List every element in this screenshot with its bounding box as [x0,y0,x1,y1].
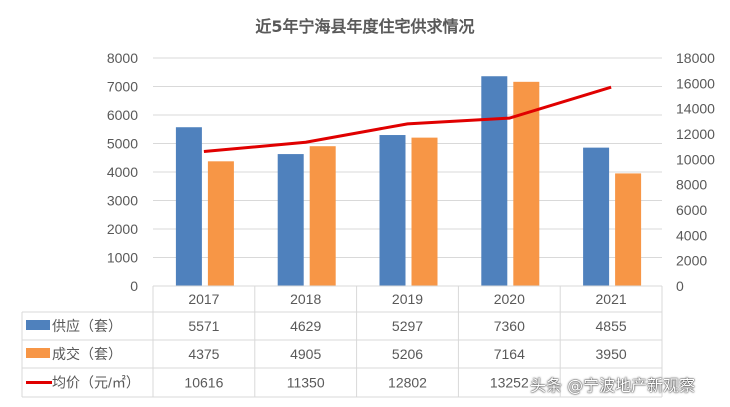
category-label: 2017 [188,291,219,307]
right-tick-label: 8000 [676,177,707,193]
bar-supply [481,76,508,287]
table-cell: 4855 [596,318,627,334]
bar-sales [411,137,438,286]
table-cell: 5297 [392,318,423,334]
left-tick-label: 0 [130,278,138,294]
right-tick-label: 2000 [676,253,707,269]
table-cell: 7360 [494,318,525,334]
table-cell: 10616 [184,375,223,391]
left-tick-label: 1000 [107,250,138,266]
right-tick-label: 18000 [676,50,715,66]
category-label: 2019 [392,291,423,307]
right-tick-label: 12000 [676,126,715,142]
chart-title: 近5年宁海县年度住宅供求情况 [255,17,474,36]
left-tick-label: 7000 [107,79,138,95]
table-cell: 7164 [494,346,525,362]
table-cell: 4375 [188,346,219,362]
right-tick-label: 10000 [676,151,715,167]
table-cell: 4629 [290,318,321,334]
right-tick-label: 0 [676,278,684,294]
bar-supply [277,154,304,286]
right-tick-label: 16000 [676,75,715,91]
category-label: 2021 [596,291,627,307]
left-tick-label: 2000 [107,221,138,237]
left-tick-label: 3000 [107,193,138,209]
right-tick-label: 4000 [676,227,707,243]
table-cell: 3950 [596,346,627,362]
bar-supply [583,147,610,286]
left-tick-label: 8000 [107,50,138,66]
table-cell: 12802 [388,375,427,391]
price-line [203,85,612,154]
category-label: 2020 [494,291,525,307]
right-tick-label: 6000 [676,202,707,218]
watermark: 头条 @宁波地产新观察 [530,376,696,395]
legend-key-0 [26,320,50,330]
table-cell: 5571 [188,318,219,334]
legend-label: 供应（套） [52,318,122,334]
category-label: 2018 [290,291,321,307]
left-tick-label: 5000 [107,136,138,152]
right-tick-label: 14000 [676,101,715,117]
table-cell: 11350 [287,375,325,391]
bar-sales [309,146,336,286]
table-cell: 4905 [290,346,321,362]
legend-key-1 [26,348,50,358]
legend-label: 成交（套） [52,346,122,362]
table-cell: 13252 [490,375,529,391]
bar-supply [379,135,406,286]
bar-sales [615,173,642,286]
table-cell: 5206 [392,346,423,362]
left-tick-label: 6000 [107,107,138,123]
legend-label: 均价（元/㎡） [52,375,140,391]
left-tick-label: 4000 [107,164,138,180]
bar-supply [175,127,202,286]
bar-sales [207,161,234,286]
